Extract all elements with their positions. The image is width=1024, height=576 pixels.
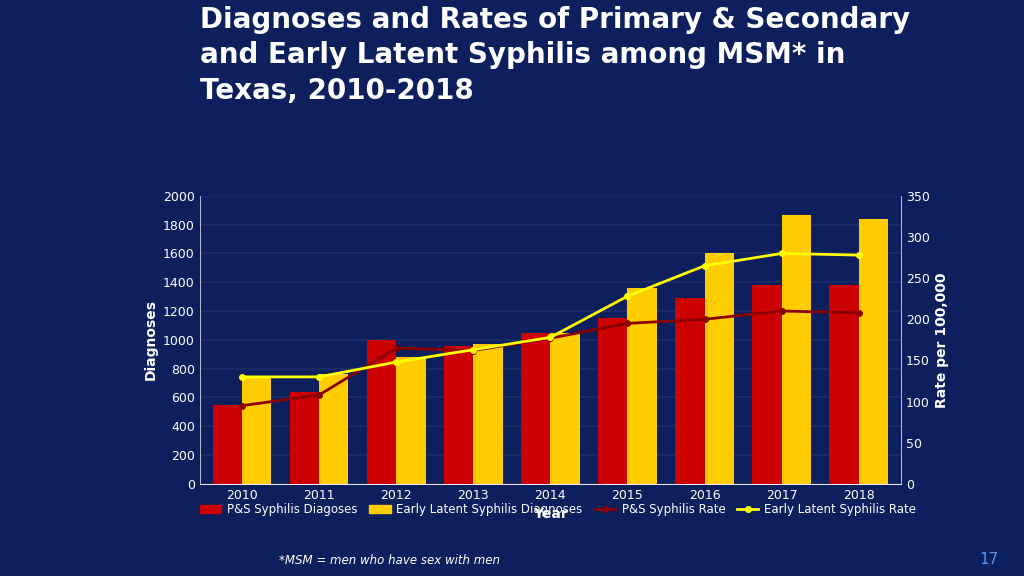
Bar [473,344,503,484]
Bar [444,346,473,484]
Bar [859,219,888,484]
Bar [319,374,348,484]
Bar [598,318,628,484]
Bar [753,285,781,484]
Bar [781,215,811,484]
Legend: P&S Syphilis Diagoses, Early Latent Syphilis Diagnoses, P&S Syphilis Rate, Early: P&S Syphilis Diagoses, Early Latent Syph… [196,499,921,521]
Bar [675,298,705,484]
Bar [213,405,242,484]
Y-axis label: Rate per 100,000: Rate per 100,000 [935,272,949,408]
Y-axis label: Diagnoses: Diagnoses [143,300,158,380]
Text: *MSM = men who have sex with men: *MSM = men who have sex with men [279,554,500,567]
Bar [551,333,580,484]
Bar [705,253,734,484]
Bar [396,357,426,484]
Bar [242,376,271,484]
Bar [367,340,396,484]
Bar [521,333,550,484]
Bar [290,392,319,484]
Text: 17: 17 [979,552,998,567]
Text: Diagnoses and Rates of Primary & Secondary
and Early Latent Syphilis among MSM* : Diagnoses and Rates of Primary & Seconda… [200,6,909,105]
X-axis label: Year: Year [534,507,567,521]
Bar [628,288,656,484]
Bar [829,285,859,484]
